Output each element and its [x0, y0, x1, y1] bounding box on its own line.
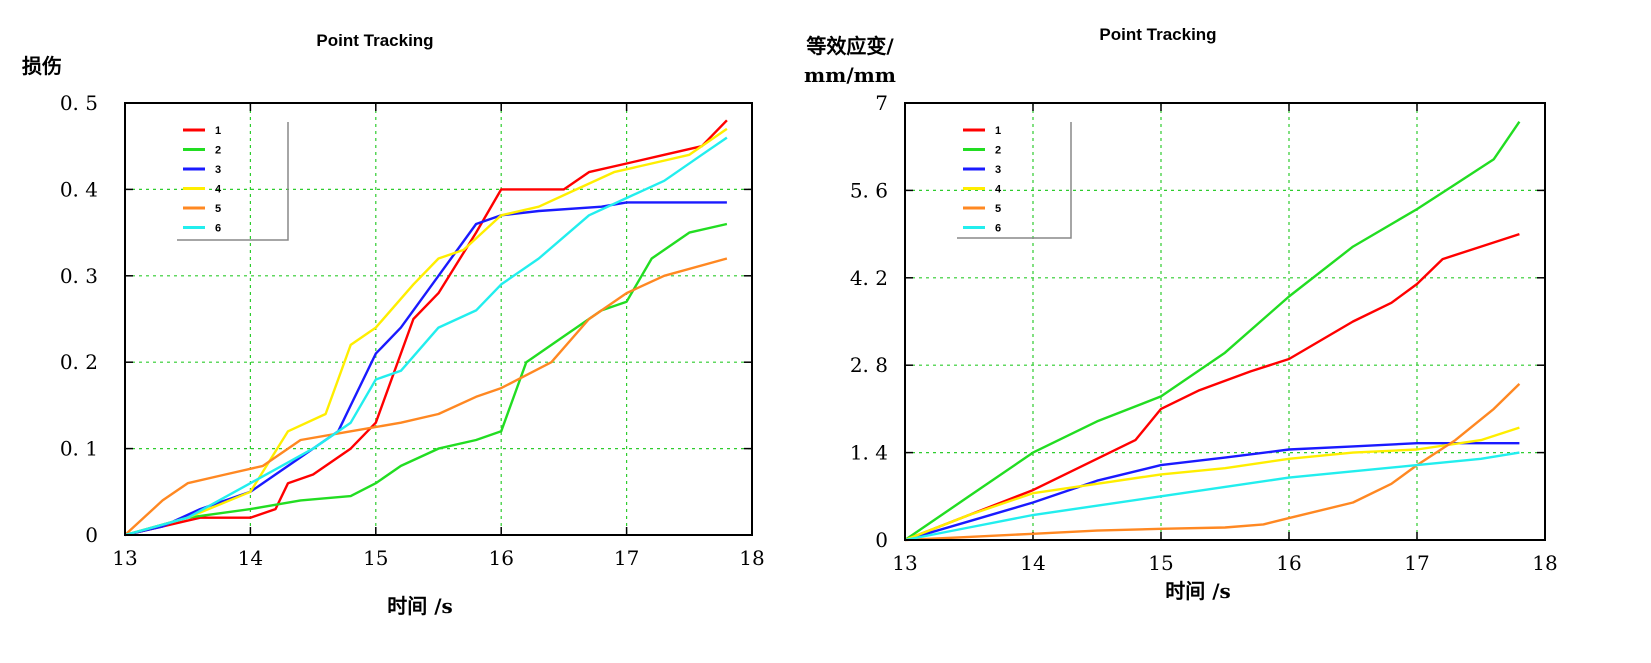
chart2-legend: 1 2 3 4 5 6: [957, 122, 1072, 239]
chart2-legend-label-2: 2: [995, 145, 1001, 157]
chart1-legend-label-1: 1: [215, 125, 221, 137]
chart2-series-6-line: [904, 451, 1520, 542]
chart2-y-tick-label: 5. 6: [850, 178, 888, 202]
chart1-y-tick-label: 0. 2: [60, 350, 98, 374]
chart2-plot: 13 14 15 16 17 18 0 1. 4 2. 8 4. 2 5. 6 7 1 2 3 4 5 6: [850, 91, 1558, 575]
chart1-series-3-line: [124, 201, 727, 537]
chart2-series-3-line: [904, 442, 1520, 542]
chart1-x-axis-label: 时间 /s: [387, 594, 453, 618]
chart2-x-tick-label: 15: [1148, 551, 1173, 575]
chart1-y-tick-label: 0. 4: [60, 177, 98, 201]
chart1-x-tick-label: 18: [739, 546, 764, 570]
chart1-plot-frame: [124, 102, 753, 536]
chart2-x-tick-label: 13: [892, 551, 917, 575]
chart2-x-tick-label: 14: [1020, 551, 1045, 575]
chart1-legend-label-6: 6: [215, 223, 221, 235]
chart2-title: Point Tracking: [1099, 25, 1216, 44]
chart1-legend-label-2: 2: [215, 145, 221, 157]
chart2-series-4-line: [904, 426, 1520, 542]
chart2-legend-label-1: 1: [995, 125, 1001, 137]
chart1-series-1-line: [124, 119, 728, 537]
chart1-legend-border: [177, 122, 289, 241]
chart2-y-tick-label: 0: [875, 528, 888, 552]
chart2-y-axis-unit: mm/mm: [804, 63, 896, 87]
chart1-legend: 1 2 3 4 5 6: [177, 122, 289, 241]
chart1-title: Point Tracking: [316, 31, 433, 50]
chart1-x-tick-label: 17: [614, 546, 639, 570]
chart1-series-5-line: [124, 257, 728, 536]
chart2-y-tick-label: 4. 2: [850, 266, 888, 290]
chart2-legend-label-4: 4: [995, 184, 1002, 196]
chart1-legend-label-5: 5: [215, 203, 221, 215]
chart1-y-tick-label: 0: [85, 523, 98, 547]
chart2-x-tick-label: 18: [1532, 551, 1557, 575]
chart2-y-axis-label: 等效应变/: [806, 34, 894, 58]
chart1-y-tick-label: 0. 3: [60, 264, 98, 288]
chart2-series-1-line: [904, 232, 1520, 542]
chart2-legend-label-6: 6: [995, 223, 1001, 235]
chart2-x-tick-label: 17: [1404, 551, 1429, 575]
chart1-plot: 13 14 15 16 17 18 0 0. 1 0. 2 0. 3 0. 4 0. 5 1 2 3 4 5 6: [60, 91, 765, 570]
chart2-series-2-line: [904, 121, 1521, 541]
chart2-series-5-line: [904, 383, 1521, 542]
chart1-series-2-line: [124, 222, 728, 537]
chart1-x-tick-label: 15: [363, 546, 388, 570]
chart2-legend-border: [957, 122, 1072, 239]
chart1-series-6-line: [124, 136, 728, 537]
chart1-x-tick-label: 14: [238, 546, 263, 570]
chart2-x-axis-label: 时间 /s: [1165, 579, 1231, 603]
chart1-legend-label-3: 3: [215, 164, 221, 176]
chart1-y-axis-label: 损伤: [22, 54, 62, 78]
chart2-legend-label-5: 5: [995, 203, 1001, 215]
chart1-y-tick-label: 0. 1: [60, 437, 98, 461]
chart2-y-tick-label: 7: [875, 91, 888, 115]
chart2-y-tick-label: 1. 4: [850, 441, 888, 465]
chart1-series-4-line: [124, 127, 728, 537]
chart2-y-tick-label: 2. 8: [850, 353, 888, 377]
chart2-plot-frame: [904, 102, 1546, 541]
chart2-x-tick-label: 16: [1276, 551, 1301, 575]
chart2-legend-label-3: 3: [995, 164, 1001, 176]
chart1-y-tick-label: 0. 5: [60, 91, 98, 115]
chart1-x-tick-label: 13: [112, 546, 137, 570]
chart1-x-tick-label: 16: [488, 546, 513, 570]
chart1-legend-label-4: 4: [215, 184, 222, 196]
